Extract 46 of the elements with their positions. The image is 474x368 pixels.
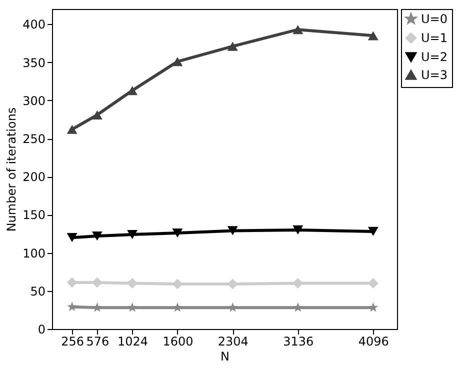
point: [228, 302, 238, 312]
y-tick-label: 100: [22, 246, 46, 260]
y-tick-label: 150: [22, 208, 46, 222]
x-axis-title: N: [220, 350, 230, 364]
x-tick-label: 1024: [118, 334, 148, 348]
y-tick-label: 50: [30, 284, 46, 298]
point: [66, 277, 78, 288]
legend-label: U=1: [421, 31, 448, 45]
point: [67, 302, 78, 312]
x-tick-label: 576: [86, 334, 110, 348]
point: [127, 86, 138, 96]
legend-label: U=0: [421, 12, 448, 26]
legend-label: U=3: [421, 68, 448, 82]
point: [172, 302, 182, 312]
point: [227, 42, 238, 51]
y-axis-title: Number of iterations: [4, 107, 19, 232]
point: [92, 110, 102, 120]
point: [368, 278, 378, 289]
point: [292, 278, 304, 289]
y-tick-label: 350: [22, 56, 46, 70]
point: [127, 302, 138, 312]
y-tick-label: 0: [38, 322, 46, 336]
point: [292, 25, 304, 34]
x-tick-label: 4096: [358, 334, 389, 348]
point: [66, 124, 78, 134]
point: [172, 228, 183, 238]
legend-label: U=2: [421, 50, 448, 64]
y-tick-label: 250: [22, 132, 46, 146]
x-tick-label: 3136: [283, 334, 314, 348]
point: [292, 225, 304, 234]
point: [92, 302, 102, 312]
point: [172, 57, 183, 66]
y-tick-label: 400: [22, 18, 46, 32]
x-tick-label: 256: [61, 334, 84, 348]
y-tick-label: 200: [22, 170, 46, 184]
point: [292, 302, 303, 312]
point: [368, 226, 378, 236]
point: [92, 232, 102, 241]
point: [368, 302, 378, 312]
y-tick-label: 300: [22, 94, 46, 108]
point: [66, 233, 78, 242]
point: [127, 230, 138, 240]
x-tick-label: 1600: [162, 334, 194, 348]
x-tick-label: 2304: [218, 334, 248, 348]
point: [227, 226, 238, 236]
point: [368, 31, 378, 40]
